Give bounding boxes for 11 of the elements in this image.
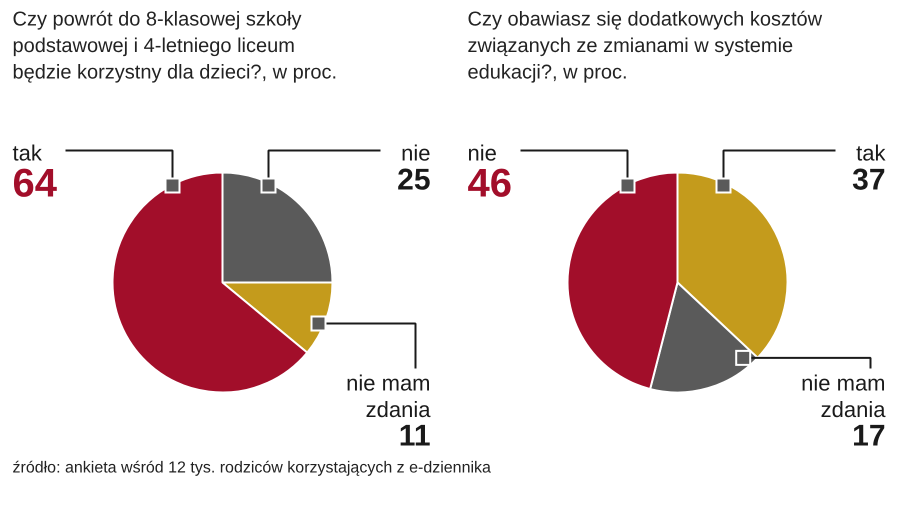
data-label: 37 — [852, 164, 886, 196]
text: źródło: ankieta wśród 12 tys. rodziców korzystających z e-dziennika — [12, 460, 492, 476]
data-label: 17 — [852, 420, 886, 452]
slice-label: tak — [856, 140, 886, 166]
chart-title: Czy powrót do 8-klasowej szkoły podstawowej i 4-letniego liceum będzie korzystny dla dzieci?, w proc. — [12, 8, 338, 84]
data-label: 11 — [398, 420, 431, 452]
chart-title: Czy obawiasz się dodatkowych kosztów związanych ze zmianami w systemie edukacji?, w proc. — [468, 8, 823, 84]
slice-label: nie mam zdania — [801, 370, 886, 422]
data-label: 25 — [397, 164, 431, 196]
slice-label: nie — [401, 140, 430, 166]
slice-label: nie mam zdania — [346, 370, 432, 422]
